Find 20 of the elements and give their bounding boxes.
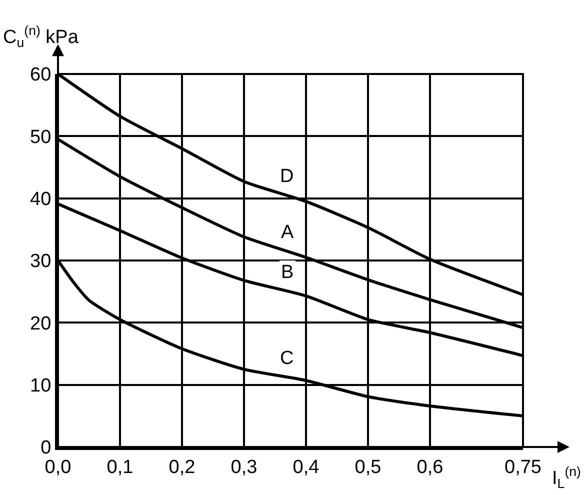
x-tick-label: 0,4 [292,456,320,478]
y-tick-label: 20 [30,313,52,334]
y-tick-label: 40 [30,188,52,210]
y-tick-label: 60 [30,64,52,86]
x-tick-label: 0,3 [230,456,258,478]
x-tick-label: 0,1 [106,456,134,478]
x-tick-label: 0,75 [504,456,542,478]
series-label: D [280,166,294,187]
x-tick-label: 0,6 [416,456,444,478]
y-axis-title: C$_{u}$$^{(n)}$ kPa [3,23,79,50]
series-label: A [281,222,294,243]
x-tick-label: 0,5 [354,456,382,478]
y-tick-label: 50 [30,126,52,148]
y-tick-label: 0 [40,438,52,459]
y-tick-label: 10 [30,375,52,396]
series-label: C [280,348,294,369]
y-tick-label: 30 [30,251,52,272]
x-tick-label: 0,0 [44,456,72,478]
series-label: B [281,262,294,283]
x-tick-label: 0,2 [168,456,196,478]
